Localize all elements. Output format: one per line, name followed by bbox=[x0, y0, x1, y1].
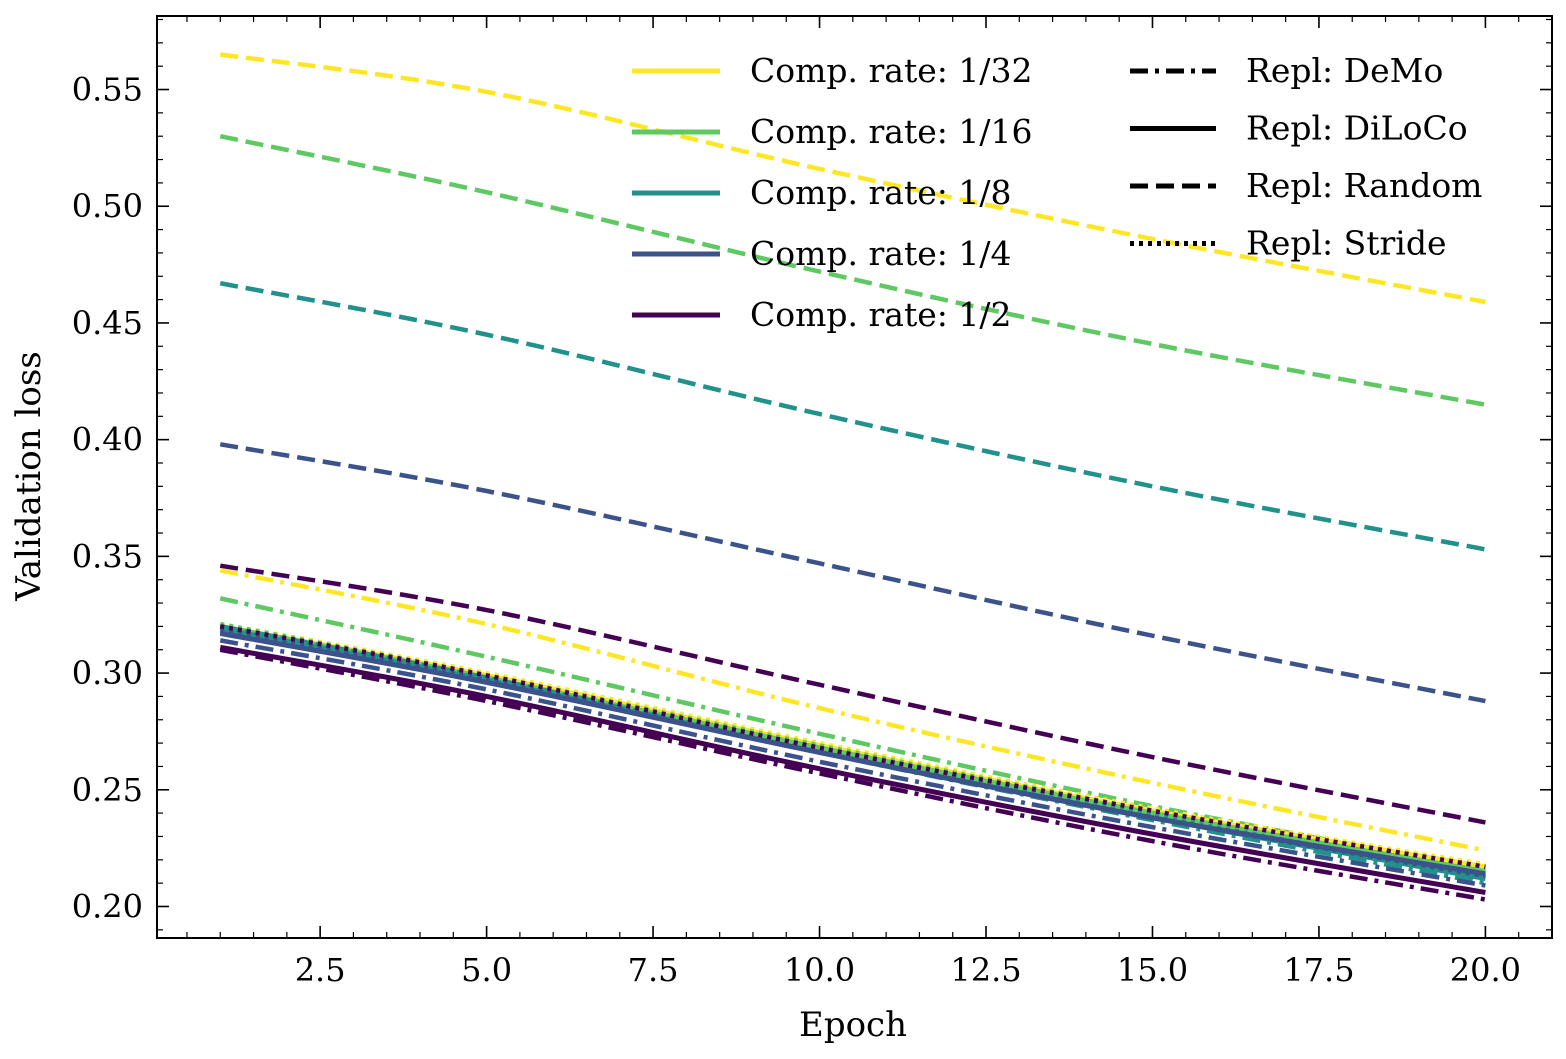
legend: Comp. rate: 1/32 Comp. rate: 1/16 Comp. ra… bbox=[632, 51, 1482, 334]
y-tick-label: 0.30 bbox=[72, 654, 143, 692]
legend-label-method: Repl: Random bbox=[1246, 166, 1482, 205]
series-line-stride-1-2 bbox=[219, 624, 1486, 870]
x-tick-label: 15.0 bbox=[1117, 951, 1188, 989]
y-tick-label: 0.25 bbox=[72, 771, 143, 809]
series-line-diloco-1-2 bbox=[219, 644, 1486, 895]
series-line-random-1-2 bbox=[219, 563, 1486, 825]
legend-label-rate: Comp. rate: 1/4 bbox=[750, 234, 1011, 273]
legend-label-method: Repl: Stride bbox=[1246, 224, 1447, 263]
x-tick-label: 20.0 bbox=[1450, 951, 1521, 989]
series-line-diloco-1-4 bbox=[219, 630, 1486, 877]
y-tick-label: 0.35 bbox=[72, 537, 143, 575]
y-tick-label: 0.55 bbox=[72, 71, 143, 109]
series-line-random-1-4 bbox=[219, 442, 1486, 704]
series-line-demo-1-16 bbox=[219, 596, 1486, 872]
series-line-demo-1-32 bbox=[219, 568, 1486, 853]
x-tick-label: 12.5 bbox=[950, 951, 1021, 989]
series-line-random-1-32 bbox=[219, 52, 1486, 305]
x-tick-label: 7.5 bbox=[628, 951, 679, 989]
y-axis-label: Validation loss bbox=[9, 351, 49, 601]
legend-label-method: Repl: DiLoCo bbox=[1246, 109, 1468, 148]
y-tick-label: 0.45 bbox=[72, 304, 143, 342]
legend-label-rate: Comp. rate: 1/8 bbox=[750, 173, 1011, 212]
axes-layer: 2.5 5.0 7.5 10.0 12.5 15.0 17.5 20.0 0.20 0.25 0.3… bbox=[72, 15, 1553, 989]
y-tick-label: 0.50 bbox=[72, 187, 143, 225]
y-tick-label: 0.40 bbox=[72, 421, 143, 459]
series-line-demo-1-4 bbox=[219, 638, 1486, 888]
series-line-stride-1-4 bbox=[219, 628, 1486, 879]
series-line-random-1-16 bbox=[219, 134, 1486, 407]
legend-label-rate: Comp. rate: 1/32 bbox=[750, 51, 1032, 90]
x-tick-label: 10.0 bbox=[784, 951, 855, 989]
legend-label-method: Repl: DeMo bbox=[1246, 51, 1443, 90]
legend-label-rate: Comp. rate: 1/16 bbox=[750, 112, 1032, 151]
y-tick-label: 0.20 bbox=[72, 887, 143, 925]
plot-frame bbox=[156, 15, 1553, 939]
legend-label-rate: Comp. rate: 1/2 bbox=[750, 295, 1011, 334]
series-line-demo-1-2 bbox=[219, 647, 1486, 902]
series-line-random-1-8 bbox=[219, 281, 1486, 552]
series-layer bbox=[219, 52, 1486, 902]
x-tick-label: 5.0 bbox=[461, 951, 512, 989]
x-axis-label: Epoch bbox=[799, 1005, 907, 1045]
x-tick-label: 2.5 bbox=[295, 951, 346, 989]
x-tick-label: 17.5 bbox=[1283, 951, 1354, 989]
